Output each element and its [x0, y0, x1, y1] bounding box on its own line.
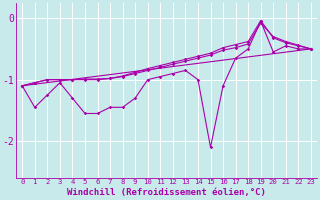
X-axis label: Windchill (Refroidissement éolien,°C): Windchill (Refroidissement éolien,°C) — [67, 188, 266, 197]
